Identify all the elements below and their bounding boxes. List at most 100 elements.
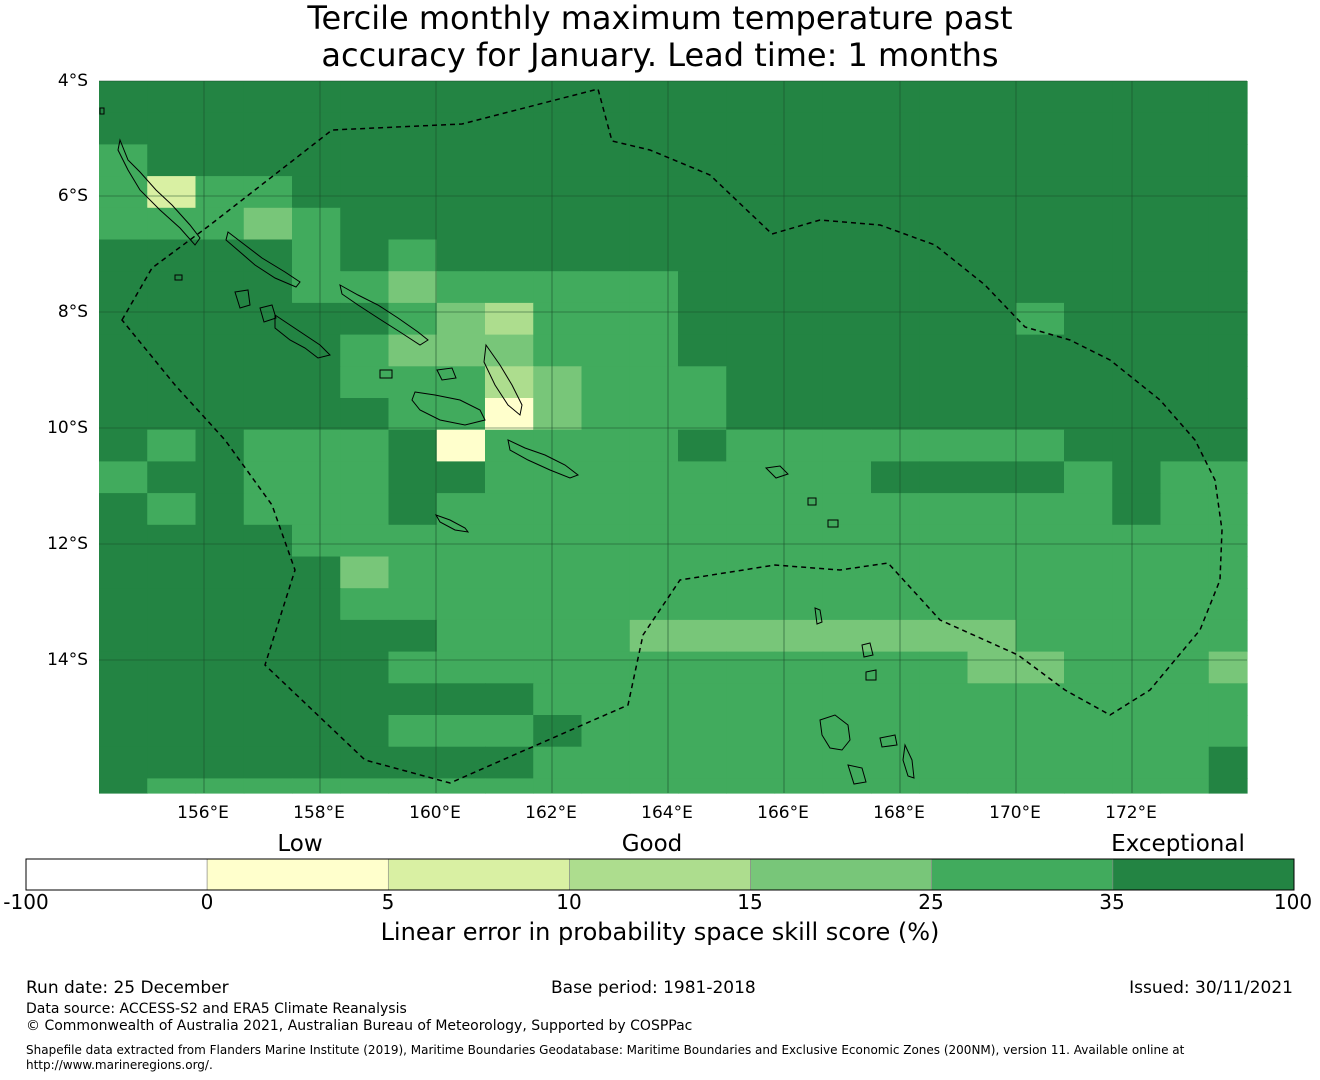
grid-cell [774, 144, 824, 177]
grid-cell [871, 778, 920, 794]
grid-cell [1112, 619, 1162, 653]
grid-cell [243, 144, 293, 177]
grid-cell [581, 366, 631, 399]
grid-cell [243, 715, 293, 748]
grid-cell [774, 683, 824, 716]
grid-cell [678, 398, 727, 431]
grid-cell [774, 619, 824, 653]
grid-cell [292, 556, 341, 589]
grid-cell [581, 778, 631, 794]
grid-cell [533, 588, 583, 621]
grid-cell [967, 524, 1017, 558]
grid-cell [533, 334, 583, 367]
grid-cell [967, 398, 1017, 431]
grid-cell [243, 334, 293, 367]
grid-cell [292, 619, 341, 653]
grid-cell [678, 112, 727, 145]
grid-cell [629, 239, 679, 272]
grid-cell [726, 683, 776, 716]
grid-cell [871, 239, 920, 272]
grid-cell [533, 493, 583, 526]
grid-cell [678, 683, 727, 716]
grid-cell [195, 619, 245, 653]
grid-cell [726, 715, 776, 748]
grid-cell [581, 746, 631, 779]
grid-cell [99, 366, 148, 399]
grid-cell [919, 715, 969, 748]
makira-island [507, 439, 580, 479]
grid-cell [774, 81, 824, 114]
lat-label: 10°S [47, 418, 88, 438]
colorbar-category-exceptional: Exceptional [1111, 831, 1245, 857]
grid-cell [1160, 207, 1210, 241]
grid-cell [1160, 683, 1210, 716]
grid-cell [436, 429, 486, 462]
grid-cell [678, 619, 727, 653]
grid-cell [678, 207, 727, 241]
lat-label: 14°S [47, 650, 88, 670]
grid-cell [388, 239, 438, 272]
grid-cell [967, 493, 1017, 526]
grid-cell [436, 207, 486, 241]
lat-label: 6°S [57, 186, 88, 206]
grid-cell [436, 619, 486, 653]
grid-cell [774, 271, 824, 304]
grid-cell [581, 619, 631, 653]
colorbar-swatch [1112, 858, 1295, 891]
grid-cell [581, 271, 631, 304]
grid-cell [726, 271, 776, 304]
grid-cell [99, 271, 148, 304]
grid-cell [243, 683, 293, 716]
run-date: Run date: 25 December [26, 978, 229, 998]
grid-cell [340, 302, 390, 336]
grid-cell [388, 715, 438, 748]
lon-label: 162°E [525, 803, 577, 823]
grid-cell [485, 651, 534, 684]
grid-cell [629, 207, 679, 241]
grid-cell [629, 334, 679, 367]
grid-cell [340, 746, 390, 779]
grid-cell [871, 556, 920, 589]
grid-cell [774, 207, 824, 241]
grid-cell [388, 683, 438, 716]
grid-cell [871, 81, 920, 114]
grid-cell [436, 366, 486, 399]
grid-cell [871, 302, 920, 336]
lon-label: 164°E [641, 803, 693, 823]
grid-cell [822, 302, 872, 336]
grid-cell [1015, 366, 1065, 399]
grid-cell [726, 112, 776, 145]
grid-cell [1208, 524, 1248, 558]
grid-cell [581, 524, 631, 558]
grid-cell [1064, 334, 1113, 367]
grid-cell [147, 556, 197, 589]
grid-cell [726, 556, 776, 589]
grid-cell [822, 176, 872, 209]
grid-cell [147, 778, 197, 794]
grid-cell [292, 746, 341, 779]
grid-cell [822, 366, 872, 399]
grid-cell [388, 746, 438, 779]
grid-cell [243, 398, 293, 431]
grid-cell [726, 746, 776, 779]
grid-cell [1064, 271, 1113, 304]
grid-cell [822, 715, 872, 748]
grid-cell [822, 588, 872, 621]
grid-cell [388, 398, 438, 431]
grid-cell [822, 556, 872, 589]
grid-cell [726, 366, 776, 399]
grid-cell [147, 176, 197, 209]
grid-cell [629, 398, 679, 431]
grid-cell [1112, 778, 1162, 794]
grid-cell [485, 81, 534, 114]
grid-cell [871, 429, 920, 462]
grid-cell [533, 366, 583, 399]
grid-cell [678, 81, 727, 114]
eez-boundary [121, 88, 1223, 784]
grid-cell [581, 556, 631, 589]
grid-cell [436, 556, 486, 589]
grid-cell [436, 651, 486, 684]
grid-cell [195, 715, 245, 748]
grid-cell [919, 746, 969, 779]
grid-cell [629, 271, 679, 304]
